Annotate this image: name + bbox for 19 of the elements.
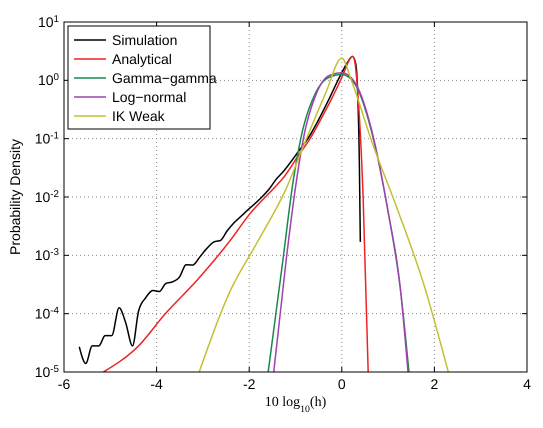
legend-label: Analytical — [112, 50, 172, 67]
x-tick-label: -6 — [58, 376, 70, 392]
x-tick-label: 4 — [523, 376, 532, 392]
x-tick-label: 2 — [430, 376, 438, 392]
legend-label: Log−normal — [112, 88, 186, 105]
y-tick-label: 10$^{-1}$ — [34, 130, 59, 147]
legend-label: Simulation — [112, 32, 178, 48]
y-tick-label: 10$^{-2}$ — [34, 188, 59, 205]
y-tick-label: 10$^{1}$ — [38, 13, 59, 30]
y-tick-label: 10$^{-4}$ — [34, 305, 60, 322]
x-tick-label: 0 — [338, 376, 346, 392]
y-axis-title: Probability Density — [7, 139, 23, 255]
y-tick-label: 10$^{-3}$ — [34, 246, 60, 264]
x-axis-title: 10 log$_{10}$(h) — [264, 395, 327, 414]
legend-label: IK Weak — [112, 108, 166, 124]
x-tick-label: -4 — [150, 376, 164, 392]
x-tick-label: -2 — [242, 376, 256, 392]
y-tick-label: 10$^{0}$ — [38, 72, 60, 88]
y-tick-label: 10$^{-5}$ — [34, 363, 60, 380]
